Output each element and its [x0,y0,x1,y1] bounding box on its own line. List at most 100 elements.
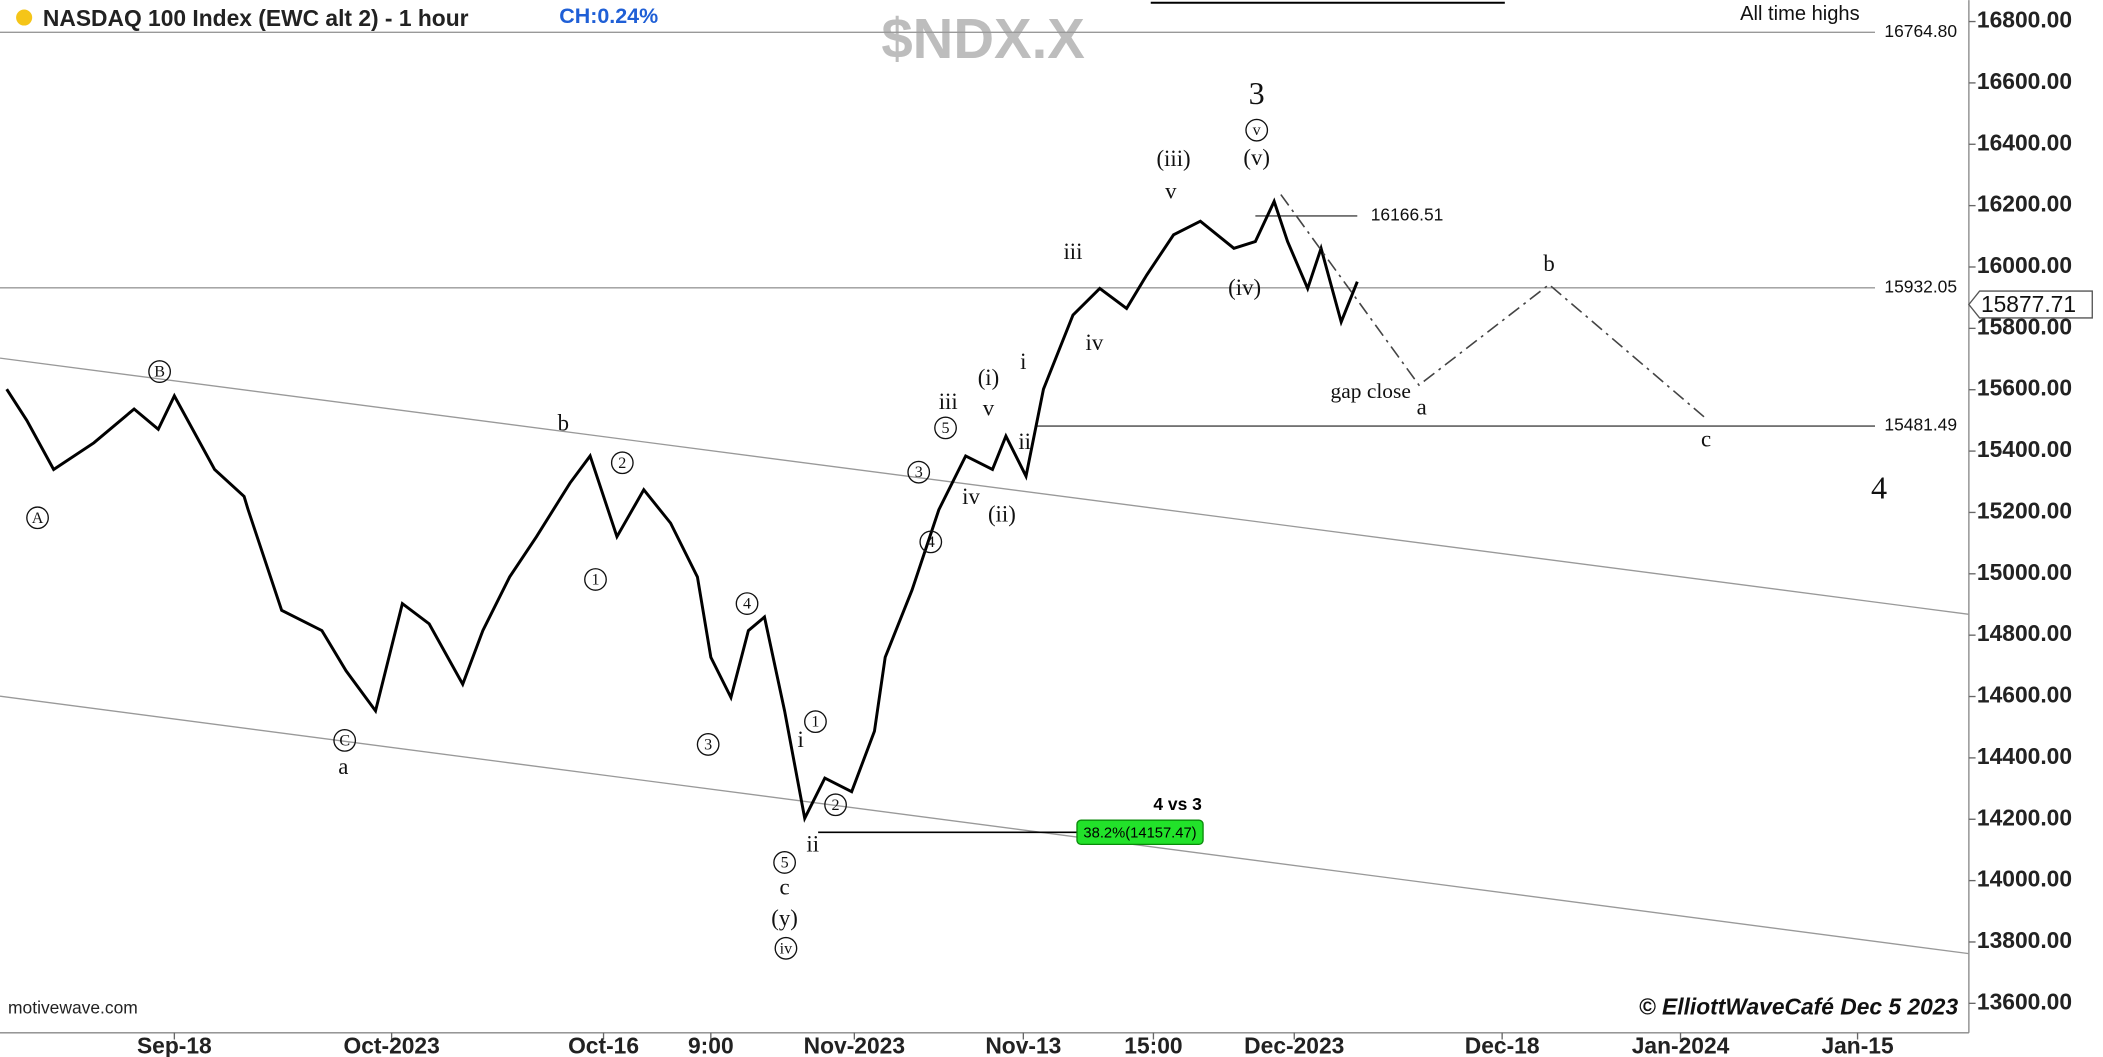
wave-circle [1245,118,1269,142]
last-price-box [1968,290,2093,319]
wave-circle [584,568,607,591]
y-tick-label: 14000.00 [1977,866,2072,892]
wave-label: a [338,754,348,779]
wave-circle [934,416,957,440]
level-label: 16764.80 [1884,21,1957,41]
wave-label: iv [780,940,793,957]
level-label: 15481.49 [1884,415,1957,435]
level-label: 16166.51 [1371,205,1444,225]
channel-line [0,357,1969,615]
retracement-box [1076,819,1204,846]
wave-label: 4 [1871,469,1887,505]
level-label: 15932.05 [1884,276,1957,296]
retracement-title: 4 vs 3 [1153,794,1202,814]
y-tick-label: 15200.00 [1977,497,2072,523]
wave-label: b [1543,251,1554,276]
wave-circle [773,851,797,874]
wave-label: v [983,396,995,421]
change-label: CH:0.24% [559,4,658,28]
x-tick-label: Dec-2023 [1244,1033,1344,1057]
projection-line [1280,194,1707,420]
wave-label: 5 [781,854,789,871]
wave-circle [696,733,720,756]
x-tick-label: Oct-2023 [343,1033,439,1057]
wave-label: i [1020,349,1026,374]
x-tick-label: Jan-15 [1821,1033,1894,1057]
wave-label: 2 [832,797,840,814]
channel-line [0,695,1969,955]
y-tick-label: 15000.00 [1977,559,2072,585]
wave-label: 4 [743,596,751,613]
x-tick-label: 15:00 [1124,1033,1182,1057]
wave-circle [735,592,759,616]
y-tick-label: 14600.00 [1977,682,2072,708]
retracement-label: 38.2%(14157.47) [1083,826,1196,842]
credit: © ElliottWaveCafé Dec 5 2023 [1639,994,1959,1020]
wave-circle [148,360,172,383]
level-note: All time highs [1740,3,1860,25]
wave-circle [610,451,634,475]
y-tick-label: 16200.00 [1977,191,2072,217]
wave-label: a [1417,394,1427,419]
wave-label: 4 [927,534,935,551]
wave-label: iii [939,389,958,414]
wave-label: iv [1086,330,1104,355]
price-line [5,197,1359,823]
wave-label: iv [962,484,980,509]
wave-label: A [32,510,44,527]
wave-label: 3 [704,736,712,753]
wave-label: 5 [942,420,950,437]
symbol-watermark: $NDX.X [881,7,1085,70]
wave-label: v [1165,178,1177,203]
wave-circle [26,506,49,530]
wave-label: b [558,410,569,435]
wave-circle [774,936,798,960]
wave-label: (y) [771,905,798,930]
y-tick-label: 16600.00 [1977,68,2072,94]
y-tick-label: 15600.00 [1977,375,2072,401]
wave-label: (i) [978,365,1000,390]
y-tick-label: 16000.00 [1977,252,2072,278]
wave-circle [919,530,943,554]
wave-label: iii [1063,239,1082,264]
wave-label: (iii) [1156,146,1190,171]
wave-label: 2 [618,455,626,472]
x-tick-label: Nov-2023 [804,1033,905,1057]
wave-label: v [1253,122,1262,139]
y-tick-label: 16800.00 [1977,7,2072,33]
wave-circle [333,729,357,752]
source: motivewave.com [8,997,138,1017]
wave-label: C [339,732,350,749]
wave-circle [907,460,931,484]
y-tick-label: 16400.00 [1977,129,2072,155]
wave-label: i [798,727,804,752]
chart-title: NASDAQ 100 Index (EWC alt 2) - 1 hour [43,5,469,31]
wave-label: B [154,364,165,381]
wave-label: c [1701,427,1711,452]
wave-circle [824,793,847,817]
wave-label: (ii) [988,502,1016,527]
y-tick-label: 14800.00 [1977,620,2072,646]
x-tick-label: Nov-13 [985,1033,1061,1057]
wave-label: 3 [1249,75,1265,111]
y-tick-label: 13600.00 [1977,988,2072,1014]
wave-label: ii [1018,429,1031,454]
y-tick-label: 14400.00 [1977,743,2072,769]
y-tick-label: 14200.00 [1977,804,2072,830]
wave-label: 1 [591,571,599,588]
wave-label: gap close [1331,379,1411,403]
wave-label: c [780,875,790,900]
wave-label: 3 [915,464,923,481]
x-tick-label: Sep-18 [137,1033,212,1057]
wave-label: (v) [1243,145,1270,170]
y-tick-label: 13800.00 [1977,927,2072,953]
wave-label: ii [806,832,819,857]
x-tick-label: Oct-16 [568,1033,639,1057]
x-tick-label: Dec-18 [1465,1033,1540,1057]
wave-circle [804,710,827,734]
status-dot [16,9,33,26]
y-tick-label: 15400.00 [1977,436,2072,462]
